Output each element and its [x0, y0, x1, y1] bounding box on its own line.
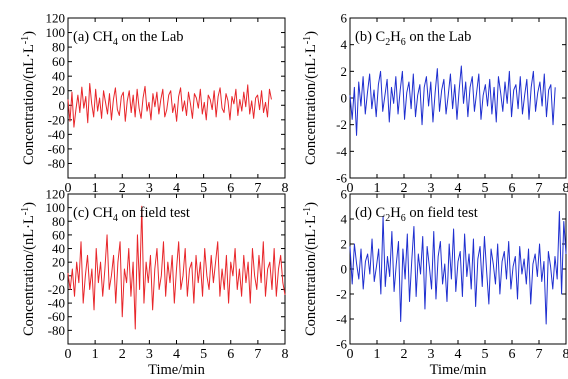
- x-tick-label: 7: [536, 347, 543, 362]
- x-tick-label: 8: [282, 181, 289, 196]
- x-tick-label: 2: [401, 347, 408, 362]
- x-tick-label: 5: [200, 347, 207, 362]
- x-tick-label: 2: [119, 181, 126, 196]
- x-tick-label: 2: [119, 347, 126, 362]
- panel-b: 0 1 2 3 4 5 6 7 8 -6 -4 -2 0 2 4 6 (b) C2H6 on the Lab Co…: [302, 11, 568, 197]
- x-tick-label: 7: [254, 347, 261, 362]
- panel-d: 0 1 2 3 4 5 6 7 8 -6 -4 -2 0 2 4 6 (d) C2H6 on field tes…: [302, 187, 568, 379]
- y-tick-label: -2: [336, 287, 347, 302]
- series-line: [349, 211, 567, 325]
- y-tick-label: 20: [52, 83, 65, 98]
- x-tick-label: 3: [146, 181, 153, 196]
- x-tick-label: 0: [65, 347, 72, 362]
- y-tick-label: 2: [341, 237, 348, 252]
- x-tick-label: 5: [482, 181, 489, 196]
- y-tick-label: -80: [48, 156, 65, 171]
- y-tick-label: 80: [52, 40, 65, 55]
- y-tick-label: 120: [46, 11, 66, 26]
- x-tick-label: 1: [374, 181, 381, 196]
- y-tick-label: 80: [52, 214, 65, 229]
- y-tick-label: -40: [48, 296, 65, 311]
- y-tick-label: 40: [52, 241, 65, 256]
- panel-title: (d) C2H6 on field test: [355, 205, 478, 224]
- x-tick-label: 1: [374, 347, 381, 362]
- y-tick-label: -80: [48, 323, 65, 338]
- panel-a: 0 1 2 3 4 5 6 7 8-80-60-40-20020406080100120(a) …: [20, 11, 289, 197]
- y-tick-label: 4: [341, 212, 348, 227]
- x-tick-label: 0: [347, 347, 354, 362]
- x-tick-label: 1: [92, 347, 99, 362]
- series-line: [67, 82, 272, 128]
- y-tick-label: -20: [48, 282, 65, 297]
- y-tick-label: -4: [336, 144, 347, 159]
- y-axis-label: Concentration/(nL·L-1): [302, 31, 319, 165]
- x-tick-label: 6: [509, 181, 516, 196]
- x-tick-label: 5: [200, 181, 207, 196]
- x-tick-label: 6: [509, 347, 516, 362]
- x-tick-label: 8: [563, 347, 568, 362]
- x-tick-label: 0: [65, 181, 72, 196]
- x-tick-label: 2: [401, 181, 408, 196]
- x-tick-label: 1: [92, 181, 99, 196]
- x-tick-label: 6: [227, 347, 234, 362]
- y-tick-label: -40: [48, 127, 65, 142]
- series-line: [349, 65, 556, 136]
- x-tick-label: 8: [282, 347, 289, 362]
- y-tick-label: 4: [341, 37, 348, 52]
- y-tick-label: 0: [341, 91, 348, 106]
- x-tick-label: 4: [173, 347, 180, 362]
- y-tick-label: 60: [52, 54, 65, 69]
- y-tick-label: 0: [59, 98, 66, 113]
- y-tick-label: 0: [341, 262, 348, 277]
- x-tick-label: 4: [455, 181, 462, 196]
- y-tick-label: -4: [336, 312, 347, 327]
- y-tick-label: -60: [48, 309, 65, 324]
- x-tick-label: 8: [563, 181, 568, 196]
- x-tick-label: 6: [227, 181, 234, 196]
- x-tick-label: 4: [173, 181, 180, 196]
- y-tick-label: 100: [46, 200, 66, 215]
- x-tick-label: 0: [347, 181, 354, 196]
- y-tick-label: -2: [336, 117, 347, 132]
- x-axis-label: Time/min: [148, 362, 205, 378]
- x-tick-label: 3: [428, 181, 435, 196]
- series-line: [67, 205, 286, 330]
- x-tick-label: 7: [536, 181, 543, 196]
- y-tick-label: -60: [48, 141, 65, 156]
- y-tick-label: -6: [336, 337, 347, 352]
- y-tick-label: 20: [52, 255, 65, 270]
- y-tick-label: -6: [336, 171, 347, 186]
- panel-title: (b) C2H6 on the Lab: [355, 29, 471, 48]
- y-tick-label: 6: [341, 11, 348, 26]
- y-tick-label: 2: [341, 64, 348, 79]
- panel-c: 0 1 2 3 4 5 6 7 8-80-60-40-20020406080100120(c) …: [20, 187, 289, 379]
- y-axis-label: Concentration/(nL·L-1): [20, 202, 37, 336]
- y-tick-label: -20: [48, 112, 65, 127]
- y-tick-label: 100: [46, 25, 66, 40]
- y-tick-label: 0: [59, 268, 66, 283]
- panel-title: (a) CH4 on the Lab: [73, 29, 184, 48]
- x-tick-label: 3: [428, 347, 435, 362]
- y-axis-label: Concentration/(nL·L-1): [302, 202, 319, 336]
- y-tick-label: 60: [52, 227, 65, 242]
- x-tick-label: 4: [455, 347, 462, 362]
- x-tick-label: 5: [482, 347, 489, 362]
- panel-title: (c) CH4 on field test: [73, 205, 190, 224]
- x-tick-label: 7: [254, 181, 261, 196]
- x-tick-label: 3: [146, 347, 153, 362]
- x-axis-label: Time/min: [430, 362, 487, 378]
- y-tick-label: 40: [52, 69, 65, 84]
- y-tick-label: 120: [46, 187, 66, 202]
- y-axis-label: Concentration/(nL·L-1): [20, 31, 37, 165]
- y-tick-label: 6: [341, 187, 348, 202]
